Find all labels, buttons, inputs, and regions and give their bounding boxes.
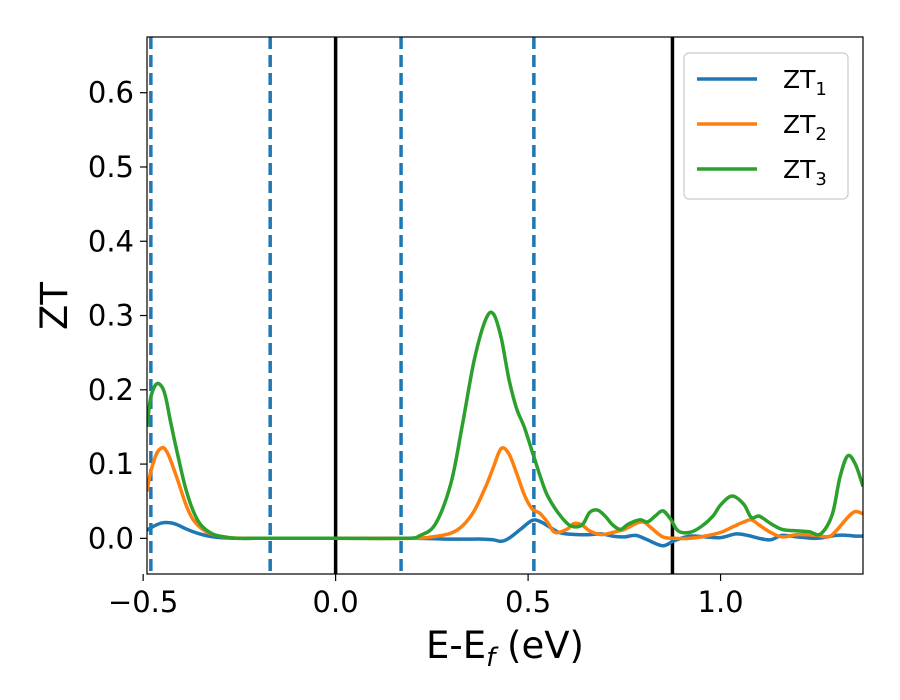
y-axis-ticks: 0.0 0.1 0.2 0.3 0.4 0.5 0.6 — [88, 76, 147, 555]
y-tick-label: 0.5 — [88, 150, 134, 184]
legend-label-zt3: ZT3 — [783, 155, 827, 190]
legend-label-main: ZT — [783, 110, 816, 139]
x-tick-label: 0.5 — [505, 585, 551, 619]
x-tick-label: 0.0 — [313, 585, 359, 619]
plot-frame — [146, 36, 864, 575]
x-axis-label: E-Ef (eV) — [426, 624, 584, 673]
y-tick-label: 0.1 — [88, 447, 134, 481]
y-tick-label: 0.4 — [88, 224, 134, 258]
legend-label-zt2: ZT2 — [783, 110, 827, 145]
x-tick-label: 1.0 — [698, 585, 744, 619]
x-axis-label-unit: (eV) — [495, 624, 584, 667]
y-tick-label: 0.0 — [88, 521, 134, 555]
legend-label-sub: 2 — [815, 124, 826, 145]
legend-box — [683, 52, 849, 200]
series-lines — [147, 310, 863, 548]
y-axis-label: ZT — [33, 282, 76, 330]
legend-label-main: ZT — [783, 65, 816, 94]
legend-label-sub: 3 — [815, 169, 826, 190]
x-axis-ticks: −0.5 0.0 0.5 1.0 — [108, 574, 744, 619]
y-tick-label: 0.2 — [88, 373, 134, 407]
y-tick-label: 0.6 — [88, 76, 134, 110]
x-axis-label-main: E-E — [426, 624, 486, 667]
series-line-zt3 — [147, 310, 863, 541]
legend-label-zt1: ZT1 — [783, 65, 827, 100]
legend-label-sub: 1 — [815, 79, 826, 100]
y-tick-label: 0.3 — [88, 299, 134, 333]
x-tick-label: −0.5 — [108, 585, 178, 619]
reference-lines — [149, 37, 675, 574]
legend-label-main: ZT — [783, 155, 816, 184]
